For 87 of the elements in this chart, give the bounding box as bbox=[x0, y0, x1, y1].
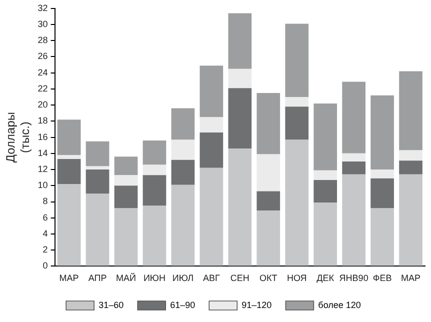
y-tick-label: 4 bbox=[42, 228, 48, 238]
bar bbox=[171, 108, 195, 140]
y-tick-label: 20 bbox=[38, 100, 48, 110]
bar bbox=[399, 160, 422, 174]
bar bbox=[370, 95, 394, 170]
bar bbox=[57, 120, 81, 156]
bar bbox=[314, 170, 338, 180]
bar bbox=[171, 184, 195, 266]
x-tick-label: МАР bbox=[59, 273, 79, 284]
x-tick-label: НОЯ bbox=[286, 273, 307, 284]
x-tick-label: ДЕК bbox=[316, 273, 335, 284]
y-tick-label: 28 bbox=[38, 35, 48, 46]
bar bbox=[399, 71, 422, 150]
y-tick-label: 6 bbox=[42, 212, 48, 222]
bar bbox=[200, 132, 224, 168]
bar bbox=[57, 159, 81, 184]
y-tick-label: 26 bbox=[38, 51, 48, 62]
y-tick-label: 2 bbox=[42, 244, 48, 255]
x-tick-label: ИЮЛ bbox=[172, 273, 194, 284]
x-tick-label: СЕН bbox=[230, 273, 250, 284]
bar bbox=[57, 184, 81, 266]
bar bbox=[171, 160, 195, 185]
bar bbox=[342, 153, 366, 162]
y-tick-label: 22 bbox=[38, 83, 48, 94]
bar bbox=[228, 68, 252, 88]
y-tick-label: 32 bbox=[38, 2, 48, 13]
bar bbox=[57, 155, 81, 160]
y-tick-label: 12 bbox=[38, 164, 48, 174]
y-tick-label: 8 bbox=[42, 196, 48, 206]
bar bbox=[256, 92, 280, 154]
y-axis-title: Доллары (тыс.) bbox=[4, 112, 32, 163]
bar bbox=[200, 168, 224, 266]
bar bbox=[86, 170, 110, 194]
bar bbox=[142, 140, 166, 165]
bar bbox=[200, 66, 224, 118]
bar bbox=[314, 180, 338, 203]
legend-label: 91–120 bbox=[242, 300, 272, 310]
legend-label: 61–90 bbox=[170, 300, 196, 310]
bar bbox=[370, 208, 394, 266]
bar bbox=[114, 208, 138, 266]
y-tick-label: 0 bbox=[42, 260, 48, 271]
bar bbox=[256, 191, 280, 211]
y-tick-label: 10 bbox=[38, 180, 48, 190]
x-tick-label: МАР bbox=[401, 273, 421, 284]
bar bbox=[399, 174, 422, 266]
x-tick-label: ЯНВ90 bbox=[339, 273, 368, 284]
bar bbox=[171, 140, 195, 160]
bar bbox=[228, 13, 252, 69]
y-tick-label: 30 bbox=[38, 18, 48, 29]
x-tick-label: ФЕВ bbox=[372, 273, 392, 284]
bar bbox=[114, 186, 138, 208]
bar bbox=[228, 88, 252, 149]
y-tick-label: 24 bbox=[38, 67, 48, 78]
bar bbox=[285, 97, 309, 107]
bar bbox=[256, 210, 280, 266]
bar bbox=[399, 150, 422, 161]
y-tick-label: 18 bbox=[38, 116, 48, 126]
bar bbox=[142, 206, 166, 266]
bar bbox=[314, 103, 338, 170]
bar bbox=[370, 178, 394, 208]
bar bbox=[342, 82, 366, 154]
bar bbox=[114, 156, 138, 176]
bar bbox=[200, 117, 224, 132]
x-tick-label: МАЙ bbox=[116, 272, 136, 284]
y-tick-label: 14 bbox=[38, 148, 48, 158]
bar bbox=[86, 141, 110, 166]
x-tick-label: АПР bbox=[88, 273, 107, 284]
bar bbox=[86, 194, 110, 266]
bar bbox=[370, 170, 394, 178]
bar bbox=[142, 175, 166, 206]
bar bbox=[285, 140, 309, 266]
bar bbox=[228, 148, 252, 266]
bar bbox=[86, 166, 110, 170]
bar bbox=[142, 164, 166, 176]
legend-label: 31–60 bbox=[98, 300, 124, 310]
bar bbox=[114, 175, 138, 186]
bar bbox=[285, 106, 309, 140]
x-tick-label: ИЮН bbox=[143, 273, 166, 284]
x-tick-label: ОКТ bbox=[260, 273, 278, 284]
bar bbox=[285, 24, 309, 98]
y-tick-label: 16 bbox=[38, 132, 48, 142]
bar bbox=[342, 161, 366, 174]
bar bbox=[256, 154, 280, 192]
x-tick-label: АВГ bbox=[202, 273, 220, 284]
legend-label: более 120 bbox=[318, 300, 361, 310]
bar bbox=[342, 174, 366, 266]
bar bbox=[314, 202, 338, 266]
